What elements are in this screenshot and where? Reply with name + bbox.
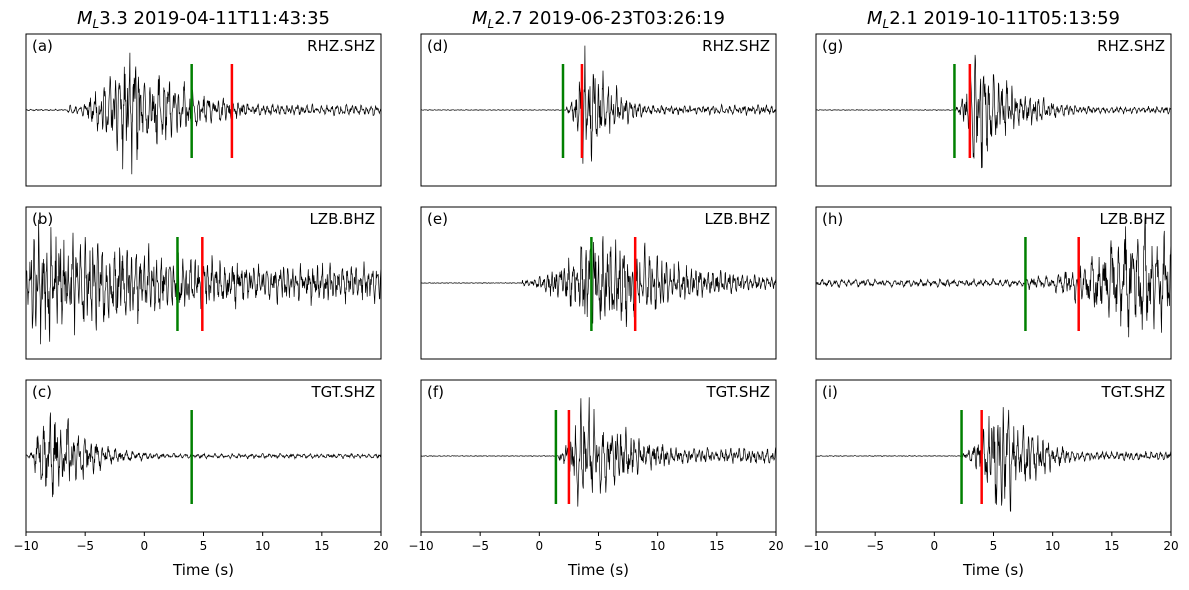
station-label: LZB.BHZ (309, 210, 375, 228)
panel-label: (g) (822, 37, 843, 55)
title-text: 3.3 2019-04-11T11:43:35 (99, 8, 330, 29)
panel-label: (f) (427, 383, 444, 401)
x-tick-label: 10 (1045, 539, 1060, 553)
title-subscript: L (93, 17, 100, 31)
waveform-panel: (h) LZB.BHZ (815, 206, 1172, 360)
x-tick-label: 15 (314, 539, 329, 553)
x-tick-label: −5 (866, 539, 884, 553)
waveform-trace (421, 45, 776, 164)
x-tick-label: 10 (650, 539, 665, 553)
panel-label: (b) (32, 210, 53, 228)
x-axis-label: Time (s) (172, 561, 234, 579)
x-tick-label: 15 (709, 539, 724, 553)
waveform-trace (26, 52, 381, 175)
title-text: 2.1 2019-10-11T05:13:59 (889, 8, 1120, 29)
panel-frame (815, 33, 1172, 187)
column-title: ML3.3 2019-04-11T11:43:35 (77, 8, 330, 31)
x-tick-label: 0 (931, 539, 939, 553)
panel-label: (a) (32, 37, 53, 55)
waveform-panel: (i) TGT.SHZ (815, 379, 1172, 533)
station-label: RHZ.SHZ (307, 37, 375, 55)
x-tick-label: 20 (373, 539, 388, 553)
x-tick-label: 0 (536, 539, 544, 553)
x-axis-label: Time (s) (567, 561, 629, 579)
waveform-panel: (b) LZB.BHZ (25, 206, 382, 360)
panel-frame (420, 206, 777, 360)
station-label: TGT.SHZ (311, 383, 375, 401)
waveform-panel: (g) RHZ.SHZ (815, 33, 1172, 187)
waveform-panel: (c) TGT.SHZ (25, 379, 382, 533)
station-label: TGT.SHZ (1101, 383, 1165, 401)
panel-label: (h) (822, 210, 843, 228)
panel-frame (815, 206, 1172, 360)
x-tick-label: −10 (13, 539, 38, 553)
waveform-panel: (f) TGT.SHZ (420, 379, 777, 533)
x-tick-label: 20 (1163, 539, 1178, 553)
panel-label: (i) (822, 383, 838, 401)
x-tick-label: 0 (141, 539, 149, 553)
waveform-panel: (d) RHZ.SHZ (420, 33, 777, 187)
column-title: ML2.1 2019-10-11T05:13:59 (867, 8, 1120, 31)
title-subscript: L (883, 17, 890, 31)
waveform-trace (816, 407, 1171, 512)
waveform-panel: (a) RHZ.SHZ (25, 33, 382, 187)
title-subscript: L (488, 17, 495, 31)
waveform-trace (816, 54, 1171, 169)
waveform-trace (26, 412, 381, 498)
x-tick-label: 5 (990, 539, 998, 553)
x-tick-label: −5 (76, 539, 94, 553)
waveform-panel: (e) LZB.BHZ (420, 206, 777, 360)
waveform-trace (421, 397, 776, 507)
panel-frame (420, 33, 777, 187)
x-tick-label: 5 (595, 539, 603, 553)
title-magnitude-symbol: M (472, 8, 488, 29)
title-magnitude-symbol: M (867, 8, 883, 29)
station-label: RHZ.SHZ (1097, 37, 1165, 55)
station-label: TGT.SHZ (706, 383, 770, 401)
panel-label: (d) (427, 37, 448, 55)
x-tick-label: 15 (1104, 539, 1119, 553)
x-tick-label: 20 (768, 539, 783, 553)
x-tick-label: −10 (803, 539, 828, 553)
x-tick-label: −10 (408, 539, 433, 553)
panel-frame (25, 33, 382, 187)
waveform-trace (816, 216, 1171, 338)
station-label: LZB.BHZ (1099, 210, 1165, 228)
x-tick-label: −5 (471, 539, 489, 553)
waveform-trace (421, 236, 776, 328)
panel-label: (e) (427, 210, 448, 228)
x-axis-label: Time (s) (962, 561, 1024, 579)
title-magnitude-symbol: M (77, 8, 93, 29)
panel-label: (c) (32, 383, 52, 401)
station-label: LZB.BHZ (704, 210, 770, 228)
panel-frame (25, 206, 382, 360)
column-title: ML2.7 2019-06-23T03:26:19 (472, 8, 725, 31)
x-tick-label: 10 (255, 539, 270, 553)
station-label: RHZ.SHZ (702, 37, 770, 55)
x-tick-label: 5 (200, 539, 208, 553)
title-text: 2.7 2019-06-23T03:26:19 (494, 8, 725, 29)
